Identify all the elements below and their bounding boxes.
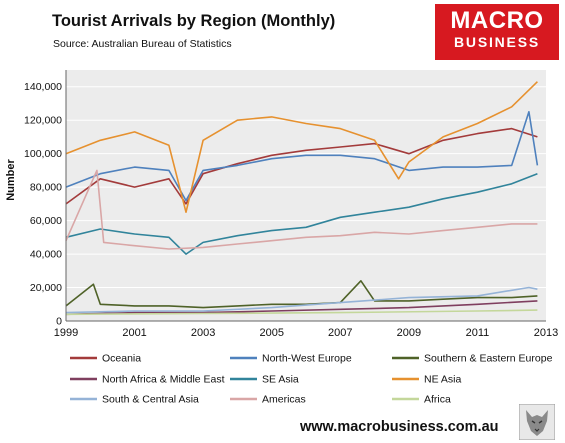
chart-subtitle: Source: Australian Bureau of Statistics xyxy=(53,38,232,50)
legend-label-4: SE Asia xyxy=(262,374,299,386)
series-line-4 xyxy=(65,172,538,255)
y-tick-label: 0 xyxy=(56,316,62,328)
y-tick-label: 140,000 xyxy=(24,81,62,93)
x-tick-label: 2007 xyxy=(328,327,352,339)
y-axis-label: Number xyxy=(5,159,17,201)
series-line-6 xyxy=(65,286,538,314)
wolf-icon xyxy=(519,404,555,440)
y-tick-label: 60,000 xyxy=(30,215,62,227)
legend-label-5: NE Asia xyxy=(424,374,462,386)
x-tick-label: 2013 xyxy=(534,327,558,339)
y-tick-label: 120,000 xyxy=(24,115,62,127)
series-line-7 xyxy=(65,169,538,250)
chart-title: Tourist Arrivals by Region (Monthly) xyxy=(52,12,336,30)
footer-url[interactable]: www.macrobusiness.com.au xyxy=(300,419,499,435)
y-tick-label: 40,000 xyxy=(30,249,62,261)
x-tick-label: 1999 xyxy=(54,327,78,339)
grid-lines xyxy=(66,86,546,289)
legend-label-7: Americas xyxy=(262,394,306,406)
legend-label-3: North Africa & Middle East xyxy=(102,374,225,386)
logo-line-2: BUSINESS xyxy=(454,34,540,50)
legend-label-2: Southern & Eastern Europe xyxy=(424,353,553,365)
x-tick-label: 2009 xyxy=(397,327,421,339)
legend-label-1: North-West Europe xyxy=(262,353,352,365)
logo-line-1: MACRO xyxy=(450,7,544,34)
plot-area xyxy=(66,70,546,321)
x-tick-label: 2005 xyxy=(259,327,283,339)
axes: 0 20,000 40,000 60,000 80,000 100,000 120,000 1… xyxy=(24,70,558,339)
x-tick-label: 2011 xyxy=(466,327,490,339)
series-line-0 xyxy=(65,127,538,205)
y-tick-label: 20,000 xyxy=(30,282,62,294)
legend-label-0: Oceania xyxy=(102,353,141,365)
legend-label-8: Africa xyxy=(424,394,451,406)
x-tick-label: 2003 xyxy=(191,327,215,339)
y-tick-label: 100,000 xyxy=(24,148,62,160)
x-tick-label: 2001 xyxy=(122,327,146,339)
series-line-5 xyxy=(65,81,538,213)
series-lines xyxy=(65,81,539,316)
legend: Oceania North-West Europe Southern & Easte… xyxy=(70,353,553,406)
y-tick-label: 80,000 xyxy=(30,182,62,194)
series-line-8 xyxy=(65,309,538,316)
series-line-3 xyxy=(65,300,538,316)
legend-label-6: South & Central Asia xyxy=(102,394,199,406)
macrobusiness-logo: MACRO BUSINESS xyxy=(435,4,559,60)
series-line-1 xyxy=(65,111,539,202)
